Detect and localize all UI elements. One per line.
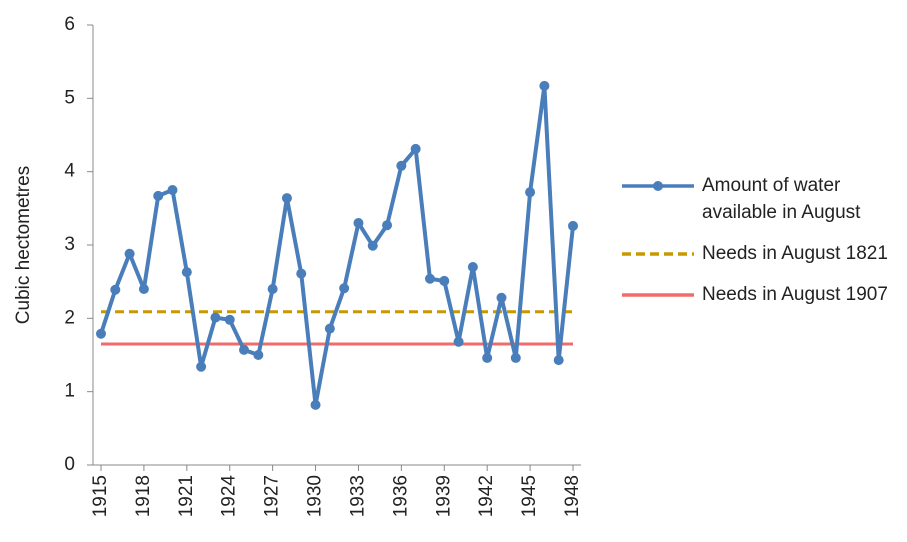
x-tick-label: 1915 [90,475,111,517]
data-point [196,361,207,372]
x-tick-label: 1921 [176,475,197,517]
legend-marker [653,181,663,191]
x-tick-label: 1930 [305,475,326,517]
legend-swatch [622,181,694,191]
data-point [410,143,421,154]
legend-item: Amount of water available in August [620,172,900,226]
x-tick-label: 1918 [133,475,154,517]
data-point [453,336,464,347]
data-point [382,220,393,231]
data-point [310,399,321,410]
data-point [281,193,292,204]
data-point [439,275,450,286]
y-tick-label: 0 [64,454,75,475]
x-tick-label: 1936 [390,475,411,517]
data-point [525,187,536,198]
legend-label: Needs in August 1821 [702,243,888,264]
data-point [496,292,507,303]
data-point [124,248,135,259]
data-point [138,284,149,294]
legend-label: Needs in August 1907 [702,284,888,305]
data-point [181,267,192,278]
legend-item: Needs in August 1821 [620,240,900,267]
data-point [396,160,407,171]
data-point [568,220,578,231]
y-tick-label: 6 [64,14,75,35]
data-point [367,240,378,251]
y-tick-label: 1 [64,381,75,402]
data-point [167,185,178,195]
data-point [424,273,435,284]
data-point [239,344,250,355]
legend-swatch [622,293,694,297]
y-axis-title: Cubic hectometres [13,166,34,324]
legend: Amount of water available in August Needs… [620,172,900,322]
x-tick-label: 1927 [262,475,283,517]
data-point [210,312,221,323]
x-tick-label: 1933 [347,475,368,517]
data-point [296,268,307,279]
data-point [253,350,264,360]
legend-label: Amount of water available in August [702,175,861,223]
data-point [353,218,364,228]
x-tick-label: 1924 [219,475,240,518]
data-point [482,352,493,363]
data-point [510,352,521,363]
legend-item: Needs in August 1907 [620,281,900,308]
data-point [553,355,564,366]
data-point [153,190,164,201]
x-tick-label: 1948 [562,475,583,517]
x-tick-label: 1945 [519,475,540,517]
data-point [96,328,106,339]
data-point [267,284,278,294]
data-point [467,262,478,272]
data-point [224,314,235,325]
data-point [110,284,121,295]
data-point [539,80,550,91]
data-point [339,283,350,294]
x-tick-label: 1939 [433,475,454,517]
y-tick-label: 2 [64,307,75,328]
y-tick-label: 5 [64,87,75,108]
y-tick-label: 4 [64,161,75,182]
data-point [324,323,335,334]
x-tick-label: 1942 [476,475,497,517]
series-line [99,83,575,407]
legend-swatch [622,252,694,256]
y-tick-label: 3 [64,234,75,255]
